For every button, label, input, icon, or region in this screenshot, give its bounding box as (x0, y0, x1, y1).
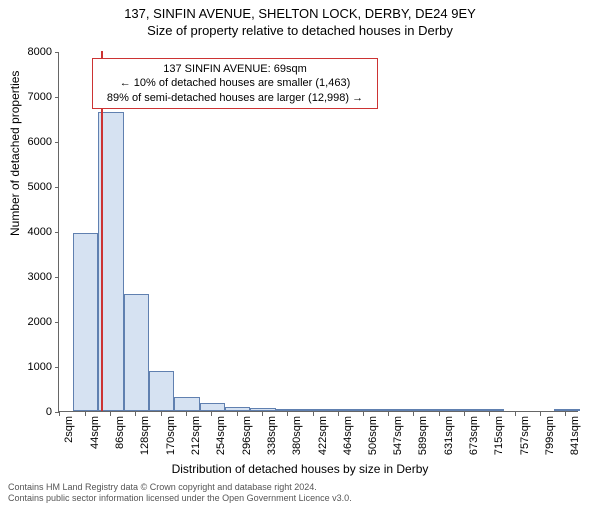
x-tick-label: 841sqm (569, 416, 581, 455)
histogram-bar (377, 409, 402, 411)
page-subtitle: Size of property relative to detached ho… (0, 23, 600, 38)
y-tick-label: 3000 (12, 271, 52, 283)
histogram-bar (276, 409, 301, 411)
y-tick-mark (55, 187, 59, 188)
x-tick-label: 506sqm (367, 416, 379, 455)
histogram-bar (225, 407, 250, 412)
x-tick-label: 380sqm (291, 416, 303, 455)
x-tick-label: 296sqm (241, 416, 253, 455)
x-tick-mark (262, 412, 263, 416)
x-tick-mark (439, 412, 440, 416)
x-tick-label: 128sqm (139, 416, 151, 455)
histogram-bar (428, 409, 453, 411)
y-tick-label: 2000 (12, 316, 52, 328)
histogram-bar (453, 409, 478, 411)
histogram-bar (200, 403, 225, 411)
y-tick-mark (55, 97, 59, 98)
annotation-line2: ← 10% of detached houses are smaller (1,… (99, 76, 371, 90)
histogram-bar (250, 408, 275, 411)
x-tick-label: 715sqm (493, 416, 505, 455)
footer-line1: Contains HM Land Registry data © Crown c… (8, 482, 592, 493)
x-tick-mark (110, 412, 111, 416)
y-tick-label: 8000 (12, 46, 52, 58)
x-tick-mark (186, 412, 187, 416)
x-tick-mark (565, 412, 566, 416)
x-tick-mark (85, 412, 86, 416)
x-tick-mark (59, 412, 60, 416)
page-title: 137, SINFIN AVENUE, SHELTON LOCK, DERBY,… (0, 6, 600, 21)
y-tick-mark (55, 322, 59, 323)
x-tick-mark (135, 412, 136, 416)
y-tick-label: 7000 (12, 91, 52, 103)
y-tick-mark (55, 277, 59, 278)
histogram-bar (326, 409, 351, 411)
x-tick-mark (413, 412, 414, 416)
chart-container: 137, SINFIN AVENUE, SHELTON LOCK, DERBY,… (0, 6, 600, 506)
x-tick-mark (489, 412, 490, 416)
annotation-line1: 137 SINFIN AVENUE: 69sqm (99, 62, 371, 76)
x-tick-mark (363, 412, 364, 416)
y-tick-label: 1000 (12, 361, 52, 373)
y-tick-mark (55, 52, 59, 53)
y-tick-label: 6000 (12, 136, 52, 148)
x-tick-mark (464, 412, 465, 416)
x-tick-label: 757sqm (519, 416, 531, 455)
x-tick-mark (287, 412, 288, 416)
x-tick-mark (540, 412, 541, 416)
annotation-box: 137 SINFIN AVENUE: 69sqm ← 10% of detach… (92, 58, 378, 109)
histogram-bar (478, 409, 503, 411)
histogram-bar (149, 371, 174, 411)
x-tick-label: 422sqm (317, 416, 329, 455)
x-tick-label: 170sqm (165, 416, 177, 455)
y-tick-mark (55, 142, 59, 143)
x-tick-label: 212sqm (190, 416, 202, 455)
annotation-line3: 89% of semi-detached houses are larger (… (99, 91, 371, 105)
x-tick-label: 2sqm (63, 416, 75, 443)
x-tick-mark (211, 412, 212, 416)
histogram-bar (554, 409, 579, 411)
x-tick-label: 631sqm (443, 416, 455, 455)
x-tick-label: 799sqm (544, 416, 556, 455)
x-tick-mark (237, 412, 238, 416)
x-tick-mark (388, 412, 389, 416)
x-tick-label: 464sqm (342, 416, 354, 455)
footer-attribution: Contains HM Land Registry data © Crown c… (8, 482, 592, 504)
histogram-bar (301, 409, 326, 411)
x-tick-mark (161, 412, 162, 416)
y-tick-label: 5000 (12, 181, 52, 193)
x-axis-label: Distribution of detached houses by size … (0, 462, 600, 476)
histogram-bar (352, 409, 377, 411)
histogram-bar (124, 294, 149, 411)
y-tick-mark (55, 367, 59, 368)
x-tick-label: 547sqm (392, 416, 404, 455)
x-tick-label: 254sqm (215, 416, 227, 455)
x-tick-mark (313, 412, 314, 416)
x-tick-label: 589sqm (417, 416, 429, 455)
footer-line2: Contains public sector information licen… (8, 493, 592, 504)
x-tick-label: 673sqm (468, 416, 480, 455)
histogram-bar (174, 397, 199, 411)
x-tick-label: 44sqm (89, 416, 101, 449)
y-tick-label: 4000 (12, 226, 52, 238)
y-tick-mark (55, 232, 59, 233)
histogram-bar (73, 233, 98, 411)
x-tick-mark (338, 412, 339, 416)
x-tick-label: 338sqm (266, 416, 278, 455)
histogram-bar (402, 409, 427, 411)
x-tick-mark (515, 412, 516, 416)
x-tick-label: 86sqm (114, 416, 126, 449)
y-tick-label: 0 (12, 406, 52, 418)
